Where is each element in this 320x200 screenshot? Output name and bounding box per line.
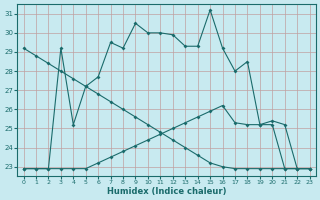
- X-axis label: Humidex (Indice chaleur): Humidex (Indice chaleur): [107, 187, 226, 196]
